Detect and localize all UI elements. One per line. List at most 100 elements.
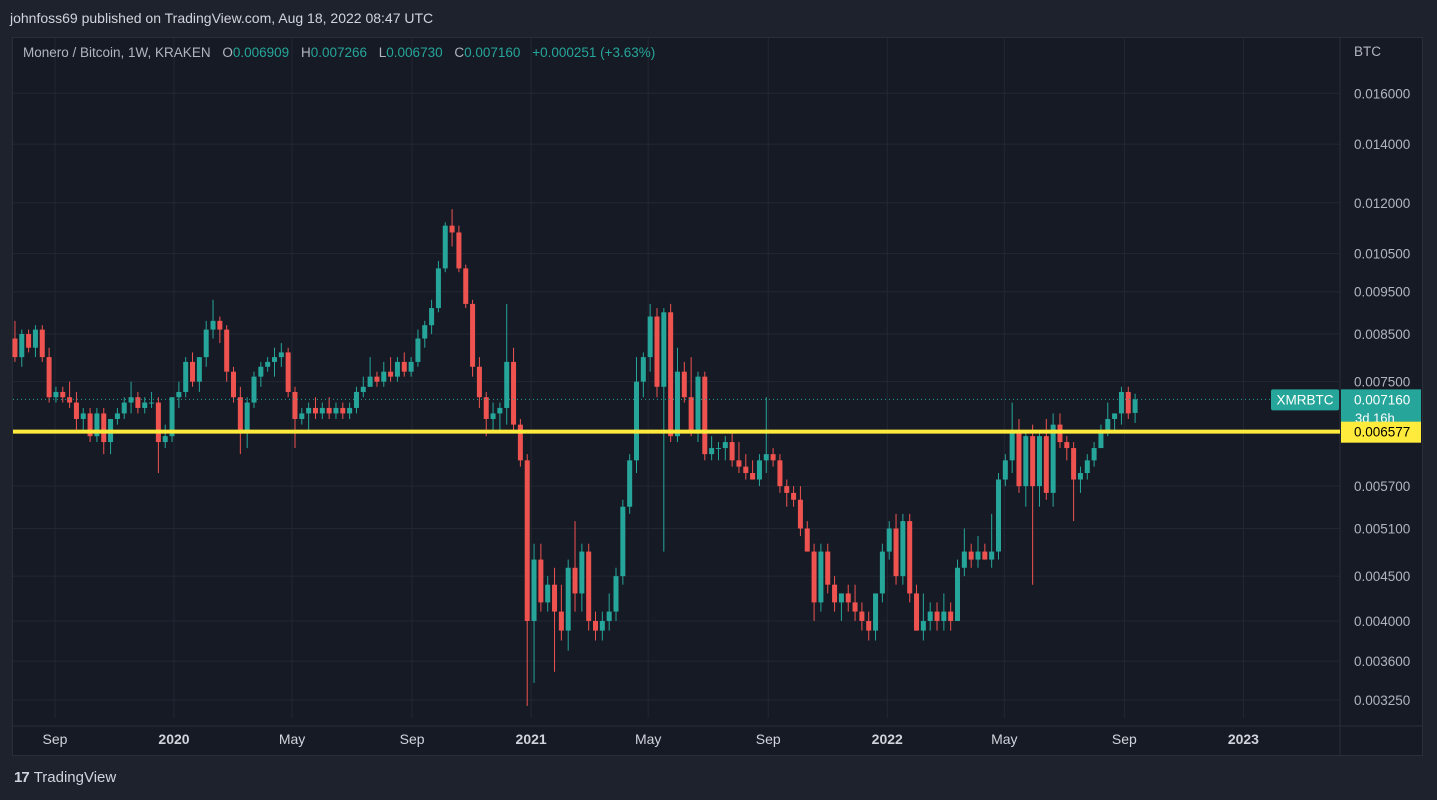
candle-body [531, 559, 537, 621]
candle-body [353, 391, 359, 408]
candle-body [920, 620, 926, 631]
candle-body [1112, 413, 1118, 419]
candle-body [838, 593, 844, 603]
candle-body [422, 325, 428, 339]
candle-body [231, 371, 237, 398]
candle-body [538, 559, 544, 603]
candle-body [961, 551, 967, 568]
candle-body [394, 361, 400, 377]
candle-body [470, 303, 476, 367]
tradingview-logo[interactable]: 17 TradingView [14, 769, 116, 786]
candle-body [60, 391, 66, 398]
candle-body [142, 402, 148, 408]
candle-body [169, 397, 175, 437]
candle-body [777, 460, 783, 487]
candle-body [681, 371, 687, 398]
candle-body [135, 397, 141, 408]
candle-body [927, 611, 933, 621]
y-tick-label: 0.016000 [1354, 86, 1410, 101]
candle-body [715, 448, 721, 450]
candle-body [128, 397, 134, 403]
candle-body [729, 442, 735, 461]
candle-body [1064, 442, 1070, 449]
candle-body [1043, 436, 1049, 493]
low-value: 0.006730 [386, 45, 443, 60]
currency-label: BTC [1354, 44, 1381, 59]
candle-body [811, 551, 817, 603]
candle-body [190, 361, 196, 382]
candle-body [1125, 391, 1131, 414]
candle-body [1023, 436, 1029, 487]
candle-body [879, 551, 885, 594]
x-tick-label: 2023 [1228, 731, 1259, 747]
y-tick-label: 0.007500 [1354, 375, 1410, 390]
candle-body [46, 357, 52, 398]
ohlc-legend: Monero / Bitcoin, 1W, KRAKEN O0.006909 H… [23, 45, 663, 60]
symbol-label: Monero / Bitcoin, 1W, KRAKEN [23, 45, 211, 60]
candle-body [750, 473, 756, 480]
x-tick-label: Sep [400, 731, 425, 747]
candle-body [572, 567, 578, 594]
candle-body [203, 329, 209, 358]
candle-body [326, 407, 332, 414]
y-tick-label: 0.005100 [1354, 521, 1410, 536]
close-value: 0.007160 [464, 45, 521, 60]
candle-body [1050, 424, 1056, 493]
open-value: 0.006909 [232, 45, 290, 60]
candle-body [80, 413, 86, 419]
candle-body [449, 225, 455, 233]
candle-body [374, 376, 380, 382]
candle-body [995, 479, 1001, 552]
x-tick-label: May [991, 731, 1017, 747]
candle-body [825, 551, 831, 585]
candle-body [442, 225, 448, 269]
y-tick-label: 0.010500 [1354, 247, 1410, 262]
published-caption: johnfoss69 published on TradingView.com,… [10, 10, 434, 26]
candle-body [1002, 460, 1008, 480]
candle-body [552, 584, 558, 612]
candle-body [1036, 436, 1042, 487]
candle-body [818, 551, 824, 603]
candle-body [312, 407, 318, 414]
candle-body [381, 371, 387, 382]
candle-body [579, 551, 585, 594]
candle-body [517, 424, 523, 461]
y-tick-label: 0.004000 [1354, 614, 1410, 629]
candle-body [756, 460, 762, 480]
y-tick-label: 0.004500 [1354, 569, 1410, 584]
candle-body [1091, 448, 1097, 461]
candle-body [586, 551, 592, 621]
candle-body [955, 567, 961, 621]
candle-body [217, 320, 223, 330]
change-value: +0.000251 (+3.63%) [532, 45, 656, 60]
candle-body [640, 357, 646, 382]
x-tick-label: Sep [1112, 731, 1137, 747]
high-value: 0.007266 [310, 45, 367, 60]
candle-body [271, 357, 277, 362]
tradingview-logo-icon: 17 [14, 769, 30, 786]
candle-body [176, 391, 182, 398]
candle-body [456, 232, 462, 269]
candle-body [606, 611, 612, 621]
chart-pane[interactable] [12, 37, 1423, 756]
candle-body [873, 593, 879, 631]
candle-body [907, 521, 913, 594]
candle-body [319, 407, 325, 414]
candle-body [1071, 448, 1077, 480]
candle-body [340, 407, 346, 414]
candle-body [285, 352, 291, 392]
candle-body [613, 576, 619, 612]
candle-body [476, 366, 482, 398]
candle-body [1132, 399, 1138, 413]
candle-body [654, 316, 660, 387]
low-label: L [378, 45, 387, 60]
support-price-badge [1341, 421, 1421, 443]
candle-body [73, 402, 79, 419]
candle-body [832, 584, 838, 603]
candle-body [360, 386, 366, 392]
last-price-value: 0.007160 [1354, 392, 1410, 407]
candle-body [989, 551, 995, 560]
candle-body [709, 448, 715, 455]
candle-body [26, 334, 32, 348]
